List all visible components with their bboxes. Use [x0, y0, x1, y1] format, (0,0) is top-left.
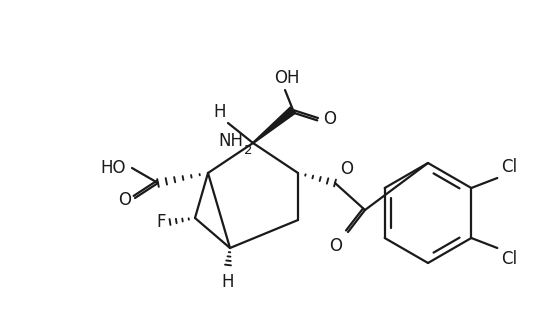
Text: NH: NH: [218, 132, 243, 150]
Text: OH: OH: [274, 69, 300, 87]
Text: Cl: Cl: [501, 158, 518, 176]
Text: O: O: [118, 191, 131, 209]
Text: HO: HO: [101, 159, 126, 177]
Text: Cl: Cl: [501, 250, 518, 268]
Text: H: H: [222, 273, 234, 291]
Polygon shape: [252, 107, 295, 143]
Text: O: O: [329, 237, 342, 255]
Text: H: H: [213, 103, 226, 121]
Text: O: O: [323, 110, 336, 128]
Text: F: F: [157, 213, 166, 231]
Text: O: O: [340, 160, 353, 178]
Text: 2: 2: [244, 144, 252, 157]
